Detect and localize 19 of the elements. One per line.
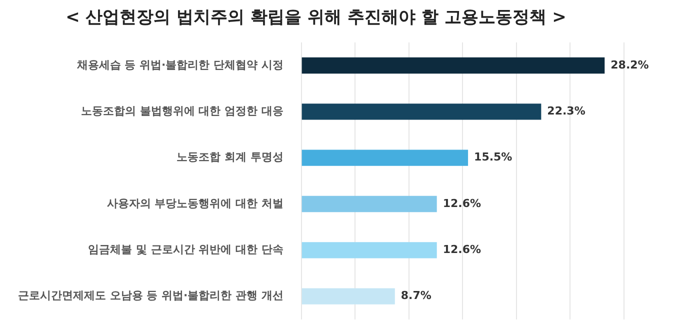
data-label: 12.6%: [442, 196, 482, 210]
data-label: 28.2%: [610, 58, 649, 72]
y-tick-label: 노동조합의 불법행위에 대한 엄정한 대응: [81, 104, 284, 118]
y-tick-label: 노동조합 회계 투명성: [176, 150, 284, 164]
data-label: 12.6%: [442, 243, 482, 256]
y-tick-label: 근로시간면제제도 오남용 등 위법·불합리한 관행 개선: [18, 289, 284, 302]
bar: [302, 242, 437, 258]
data-label: 8.7%: [400, 289, 432, 302]
data-label: 22.3%: [547, 104, 586, 118]
bar: [302, 288, 395, 304]
y-tick-label: 채용세습 등 위법·불합리한 단체협약 시정: [76, 58, 284, 72]
bar: [302, 104, 542, 120]
bar: [302, 57, 605, 74]
bar: [302, 196, 437, 212]
y-tick-label: 임금체불 및 근로시간 위반에 대한 단속: [88, 243, 284, 256]
y-tick-label: 사용자의 부당노동행위에 대한 처벌: [106, 196, 284, 210]
chart-title: < 산업현장의 법치주의 확립을 위해 추진해야 할 고용노동정책 >: [66, 8, 566, 28]
bar: [302, 150, 468, 166]
data-label: 15.5%: [474, 150, 512, 164]
